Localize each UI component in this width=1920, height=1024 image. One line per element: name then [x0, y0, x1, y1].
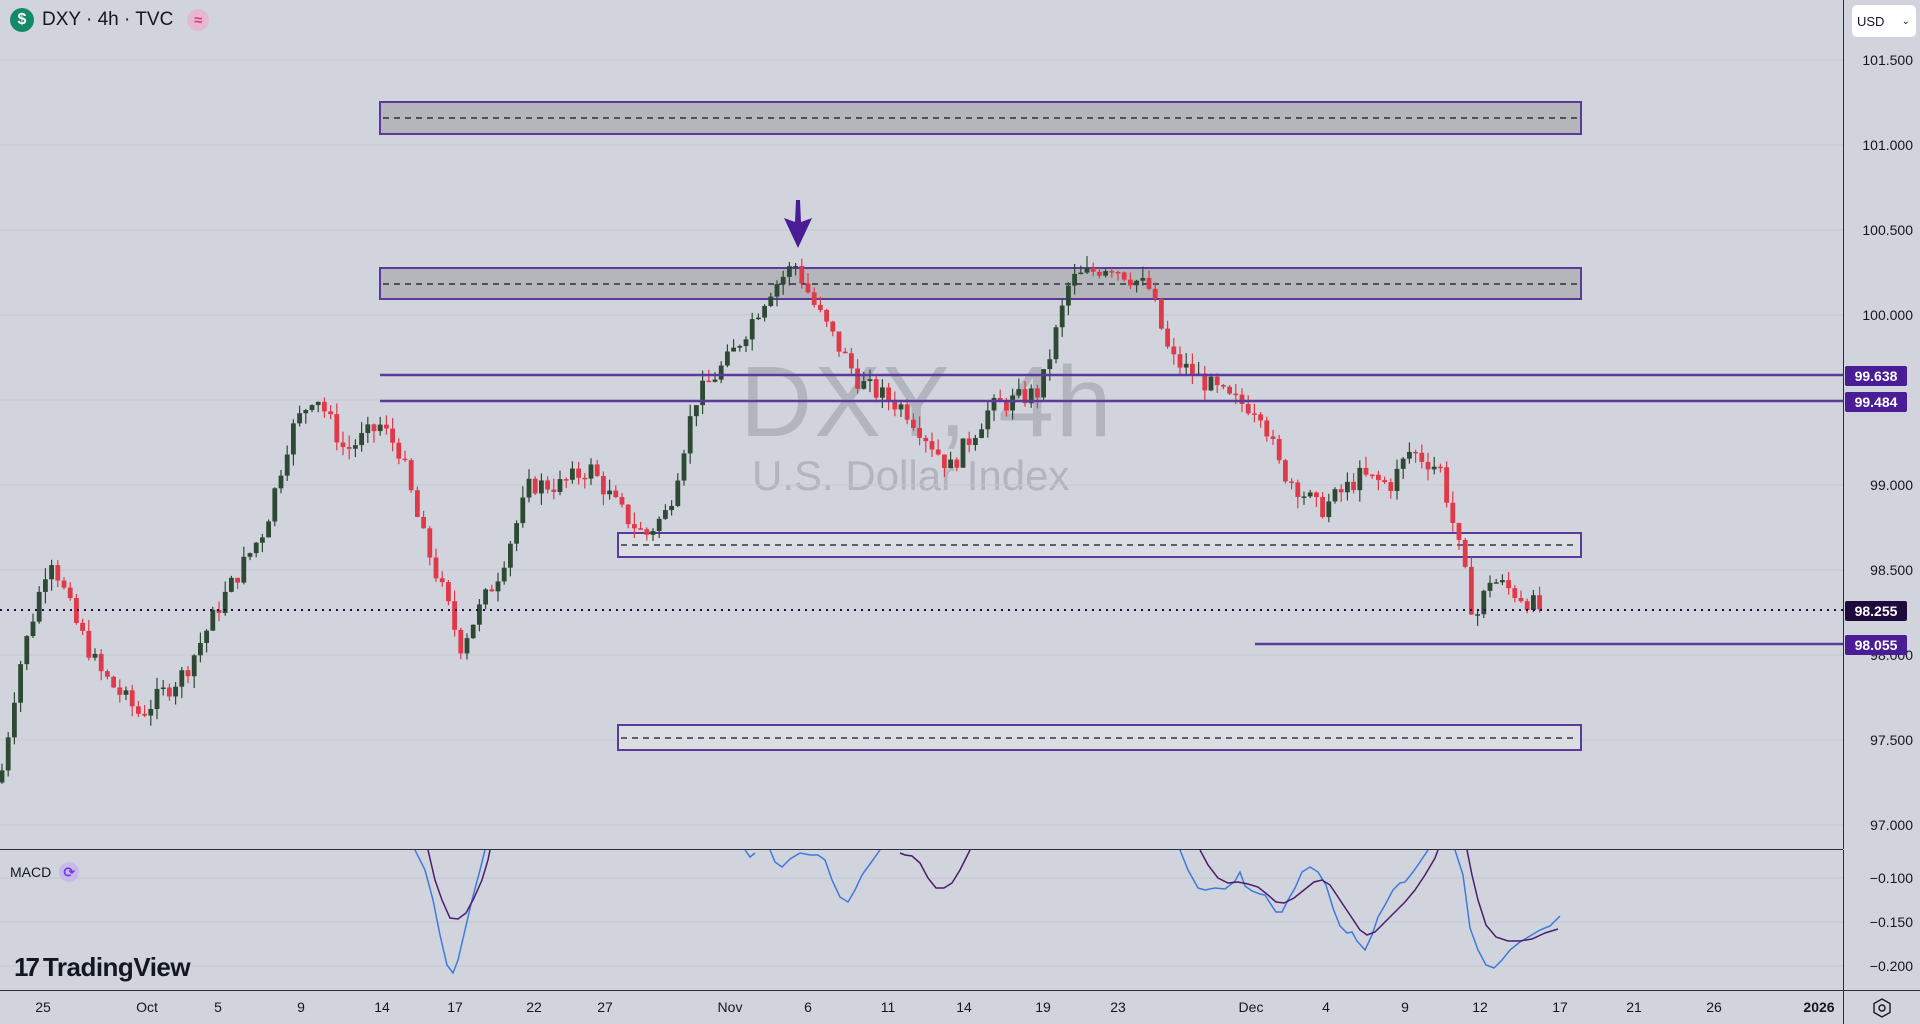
- pane-separator[interactable]: [0, 849, 1843, 850]
- price-tick: 100.500: [1862, 222, 1913, 238]
- demand-zone-bottom[interactable]: [617, 724, 1582, 751]
- watermark-description: U.S. Dollar Index: [752, 452, 1070, 499]
- price-chart-canvas[interactable]: [0, 0, 1843, 849]
- time-tick: 17: [447, 999, 463, 1015]
- down-arrow-icon[interactable]: [784, 200, 812, 248]
- price-label-99-638: 99.638: [1845, 366, 1907, 386]
- time-tick: 12: [1472, 999, 1488, 1015]
- time-tick: 19: [1035, 999, 1051, 1015]
- price-label-99-484: 99.484: [1845, 392, 1907, 412]
- dollar-sign-icon: $: [10, 8, 34, 32]
- tradingview-wordmark: TradingView: [42, 952, 191, 982]
- time-tick: 17: [1552, 999, 1568, 1015]
- time-tick: 4: [1322, 999, 1330, 1015]
- currency-select[interactable]: USD ⌄: [1852, 5, 1916, 37]
- time-tick: 26: [1706, 999, 1722, 1015]
- time-tick: Dec: [1238, 999, 1264, 1015]
- signal-line: [427, 850, 1559, 942]
- candlesticks: [0, 256, 1542, 784]
- time-tick: 23: [1110, 999, 1126, 1015]
- supply-zone-top[interactable]: [379, 101, 1582, 135]
- symbol-legend[interactable]: $ DXY · 4h · TVC ≈: [10, 8, 210, 32]
- time-tick: 27: [597, 999, 613, 1015]
- macd-tick: −0.200: [1869, 958, 1913, 974]
- time-tick: 9: [297, 999, 305, 1015]
- macd-axis[interactable]: −0.100 −0.150 −0.200: [1843, 850, 1920, 990]
- time-tick: 22: [526, 999, 542, 1015]
- price-tick: 98.500: [1870, 562, 1913, 578]
- price-pane[interactable]: $ DXY · 4h · TVC ≈ DXY, 4h U.S. Dollar I…: [0, 0, 1843, 849]
- tradingview-logo[interactable]: 17 TradingView: [14, 952, 191, 983]
- time-tick: 11: [880, 999, 896, 1015]
- macd-canvas[interactable]: [0, 850, 1843, 990]
- symbol-title[interactable]: DXY · 4h · TVC: [42, 9, 174, 30]
- demand-zone-middle[interactable]: [617, 532, 1582, 558]
- time-axis[interactable]: 25 Oct 5 9 14 17 22 27 Nov 6 11 14 19 23 Dec 4 9 12 17 21 26…: [0, 990, 1843, 1024]
- price-tick: 97.500: [1870, 732, 1913, 748]
- price-axis[interactable]: USD ⌄ 101.500 101.000 100.500 100.000 99…: [1843, 0, 1920, 849]
- tradingview-mark-icon: 17: [14, 952, 40, 982]
- macd-tick: −0.150: [1869, 914, 1913, 930]
- time-tick: Nov: [717, 999, 743, 1015]
- supply-zone-upper[interactable]: [379, 267, 1582, 300]
- time-tick: 14: [374, 999, 390, 1015]
- last-price-label: 98.255: [1845, 601, 1907, 621]
- macd-label[interactable]: MACD: [10, 864, 52, 880]
- price-tick: 101.500: [1862, 52, 1913, 68]
- time-tick: 5: [214, 999, 222, 1015]
- time-tick: Oct: [136, 999, 158, 1015]
- time-tick: 25: [35, 999, 51, 1015]
- wave-approx-icon[interactable]: ≈: [187, 9, 210, 31]
- price-tick: 97.000: [1870, 817, 1913, 833]
- macd-legend[interactable]: MACD ⟳: [10, 862, 80, 882]
- time-tick: 14: [956, 999, 972, 1015]
- macd-pane[interactable]: MACD ⟳ 17 TradingView: [0, 850, 1843, 990]
- price-tick: 101.000: [1862, 137, 1913, 153]
- macd-line: [414, 850, 1561, 975]
- chevron-down-icon: ⌄: [1901, 15, 1910, 27]
- time-tick: 6: [804, 999, 812, 1015]
- time-tick: 9: [1401, 999, 1409, 1015]
- time-tick: 21: [1626, 999, 1642, 1015]
- macd-tick: −0.100: [1869, 870, 1913, 886]
- currency-value: USD: [1857, 13, 1885, 29]
- time-tick: 2026: [1803, 999, 1835, 1015]
- chart-settings-button[interactable]: [1843, 990, 1920, 1024]
- price-label-98-055: 98.055: [1845, 635, 1907, 655]
- price-tick: 100.000: [1862, 307, 1913, 323]
- refresh-icon[interactable]: ⟳: [59, 862, 80, 882]
- settings-hexagon-icon: [1873, 997, 1891, 1018]
- price-tick: 99.000: [1870, 477, 1913, 493]
